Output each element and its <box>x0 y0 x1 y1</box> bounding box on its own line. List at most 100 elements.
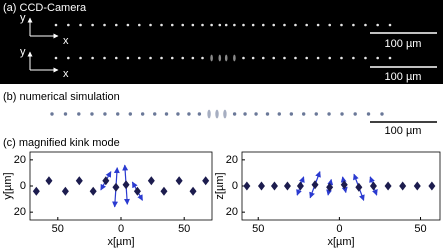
ion <box>218 54 222 62</box>
ion-marker <box>75 176 83 186</box>
ion <box>63 112 68 116</box>
ion <box>277 112 281 116</box>
x-tick-label: 0 <box>336 223 342 235</box>
x-tick-label: 0 <box>118 223 124 235</box>
ion <box>54 23 58 27</box>
ion-marker <box>45 176 53 186</box>
scale-label: 100 µm <box>385 38 422 50</box>
ion <box>215 109 219 119</box>
axis-label: x <box>63 68 69 80</box>
ion-marker <box>270 181 278 191</box>
axis-label: y <box>20 46 26 58</box>
x-axis-label: x[µm] <box>327 236 354 248</box>
plot-frame <box>29 151 213 221</box>
ion <box>181 56 185 60</box>
ion <box>91 56 94 60</box>
ion <box>376 23 379 27</box>
ion <box>265 112 270 116</box>
y-tick-label: 0 <box>20 180 26 192</box>
ion <box>224 23 228 27</box>
scale-label: 100 µm <box>385 125 422 137</box>
ion <box>170 23 174 27</box>
ion <box>388 23 392 27</box>
y-tick-label: 20 <box>226 206 238 218</box>
ion-marker <box>355 182 363 192</box>
ion <box>242 56 245 60</box>
ion-marker <box>133 186 141 196</box>
ion-marker <box>428 181 436 191</box>
ion <box>140 112 145 116</box>
ion <box>364 56 367 60</box>
ion <box>305 23 308 27</box>
ion <box>201 23 204 27</box>
ion <box>54 56 58 60</box>
camera-image <box>0 0 443 84</box>
ion-marker <box>147 176 155 186</box>
ion <box>316 23 320 27</box>
ion-marker <box>399 181 407 191</box>
x-tick-label: 50 <box>52 223 64 235</box>
ion <box>233 23 236 27</box>
ion <box>283 56 286 60</box>
ion <box>103 112 107 116</box>
ion <box>301 112 306 116</box>
x-axis-label: x[µm] <box>107 236 134 248</box>
ion <box>380 112 384 116</box>
ion <box>251 56 255 60</box>
y-axis-label: y[µm] <box>2 172 14 199</box>
ion <box>160 56 163 60</box>
ion-marker <box>413 181 421 191</box>
ion <box>103 56 106 60</box>
ion <box>210 23 213 27</box>
ion-marker <box>340 180 348 190</box>
ion <box>114 56 118 60</box>
ion <box>197 112 202 116</box>
ion <box>207 109 211 119</box>
ion <box>340 112 344 116</box>
ion <box>272 23 276 27</box>
ion <box>294 56 297 60</box>
ion <box>243 112 247 116</box>
ion <box>191 23 195 27</box>
ion <box>187 112 191 116</box>
ion <box>50 112 54 116</box>
ion-crystals <box>50 23 392 119</box>
ion <box>261 56 265 60</box>
ion <box>191 56 195 60</box>
ion <box>388 56 392 60</box>
ion <box>114 23 118 27</box>
ion <box>305 56 308 60</box>
axis-label: y <box>20 12 26 24</box>
ion <box>153 112 157 116</box>
panel-title: (c) magnified kink mode <box>3 137 120 149</box>
scale-label: 100 µm <box>385 71 422 83</box>
ion <box>272 56 276 60</box>
ion <box>138 56 141 60</box>
ion <box>128 112 133 116</box>
ion <box>91 23 94 27</box>
ion <box>224 54 228 62</box>
panel-title: (b) numerical simulation <box>3 91 120 103</box>
ion <box>126 56 130 60</box>
ion <box>352 56 355 60</box>
ion-marker <box>89 186 97 196</box>
ion <box>170 56 174 60</box>
ion <box>210 54 213 62</box>
ion <box>176 112 180 116</box>
ion <box>126 23 130 27</box>
ion-marker <box>311 180 319 190</box>
x-tick-label: 50 <box>252 223 264 235</box>
panel-title: (a) CCD-Camera <box>3 2 87 14</box>
ion <box>67 56 70 60</box>
ion-marker <box>369 181 377 191</box>
ion <box>366 112 371 116</box>
ion <box>181 23 185 27</box>
ion <box>116 112 120 116</box>
ion <box>67 23 70 27</box>
ion <box>79 23 82 27</box>
ion <box>254 112 258 116</box>
ion <box>242 23 245 27</box>
axis-label: x <box>63 35 69 47</box>
ion <box>376 56 379 60</box>
